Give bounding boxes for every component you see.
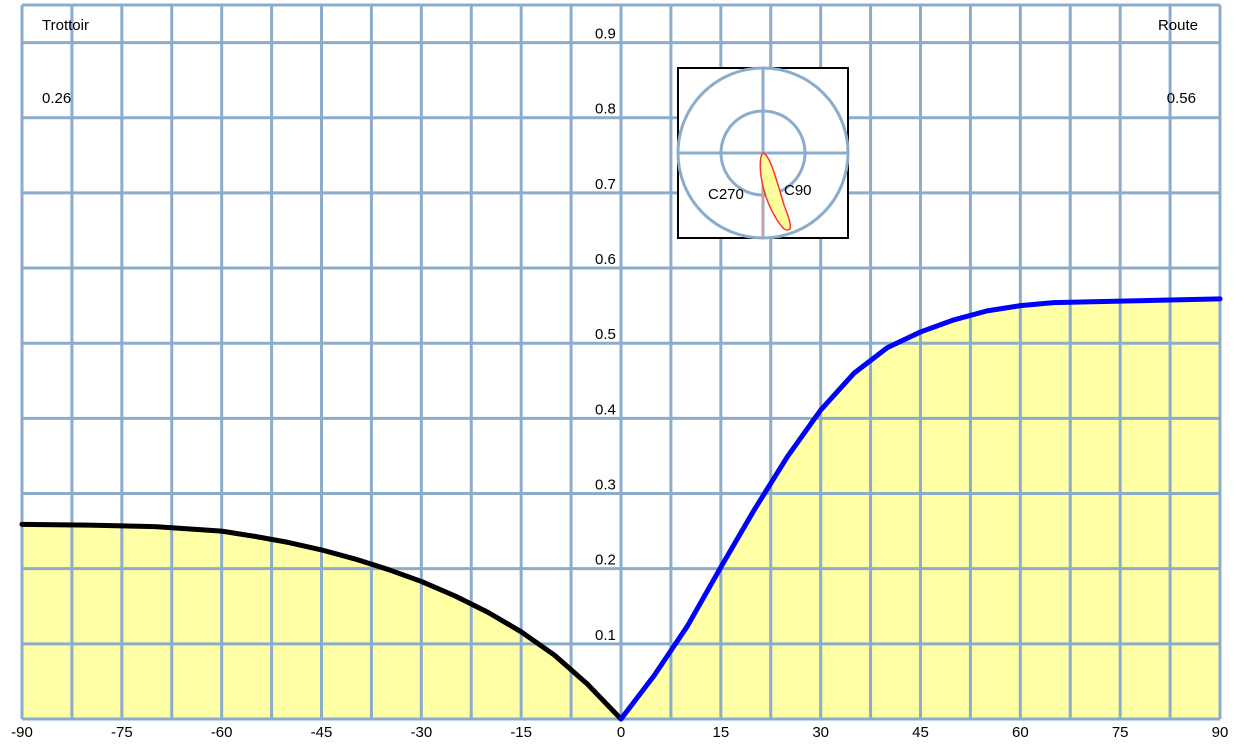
x-tick-label-8: 30 (812, 724, 829, 741)
x-tick-label-9: 45 (912, 724, 929, 741)
x-tick-label-11: 75 (1112, 724, 1129, 741)
y-tick-label-8: 0.9 (595, 26, 616, 43)
polar-inset: C270 C90 (676, 66, 850, 240)
x-tick-label-10: 60 (1012, 724, 1029, 741)
y-tick-label-6: 0.7 (595, 176, 616, 193)
grid (20, 3, 1222, 721)
route-value: 0.56 (1167, 90, 1196, 107)
polar-intensity-lobe (759, 152, 792, 231)
x-tick-label-6: 0 (617, 724, 625, 741)
y-tick-label-2: 0.3 (595, 477, 616, 494)
trottoir-label: Trottoir (42, 17, 89, 34)
y-tick-label-7: 0.8 (595, 101, 616, 118)
x-tick-label-7: 15 (712, 724, 729, 741)
series-line-1 (618, 296, 1223, 722)
trottoir-value: 0.26 (42, 90, 71, 107)
series-curves (19, 296, 1223, 722)
y-tick-label-1: 0.2 (595, 552, 616, 569)
x-tick-label-0: -90 (11, 724, 33, 741)
y-tick-label-0: 0.1 (595, 627, 616, 644)
y-tick-label-4: 0.5 (595, 326, 616, 343)
tick-labels: -90 -75 -60 -45 -30 -15 0 15 30 45 60 75 90 0.1 0.2 0.3… (11, 26, 1228, 741)
x-tick-label-1: -75 (111, 724, 133, 741)
c270-label: C270 (708, 186, 744, 203)
c90-label: C90 (784, 182, 812, 199)
x-tick-label-5: -15 (510, 724, 532, 741)
x-tick-label-4: -30 (410, 724, 432, 741)
series-line-0 (19, 521, 624, 722)
x-tick-label-3: -45 (311, 724, 333, 741)
y-tick-label-3: 0.4 (595, 401, 616, 418)
x-tick-label-2: -60 (211, 724, 233, 741)
route-label: Route (1158, 17, 1198, 34)
y-tick-label-5: 0.6 (595, 251, 616, 268)
x-tick-label-12: 90 (1212, 724, 1229, 741)
